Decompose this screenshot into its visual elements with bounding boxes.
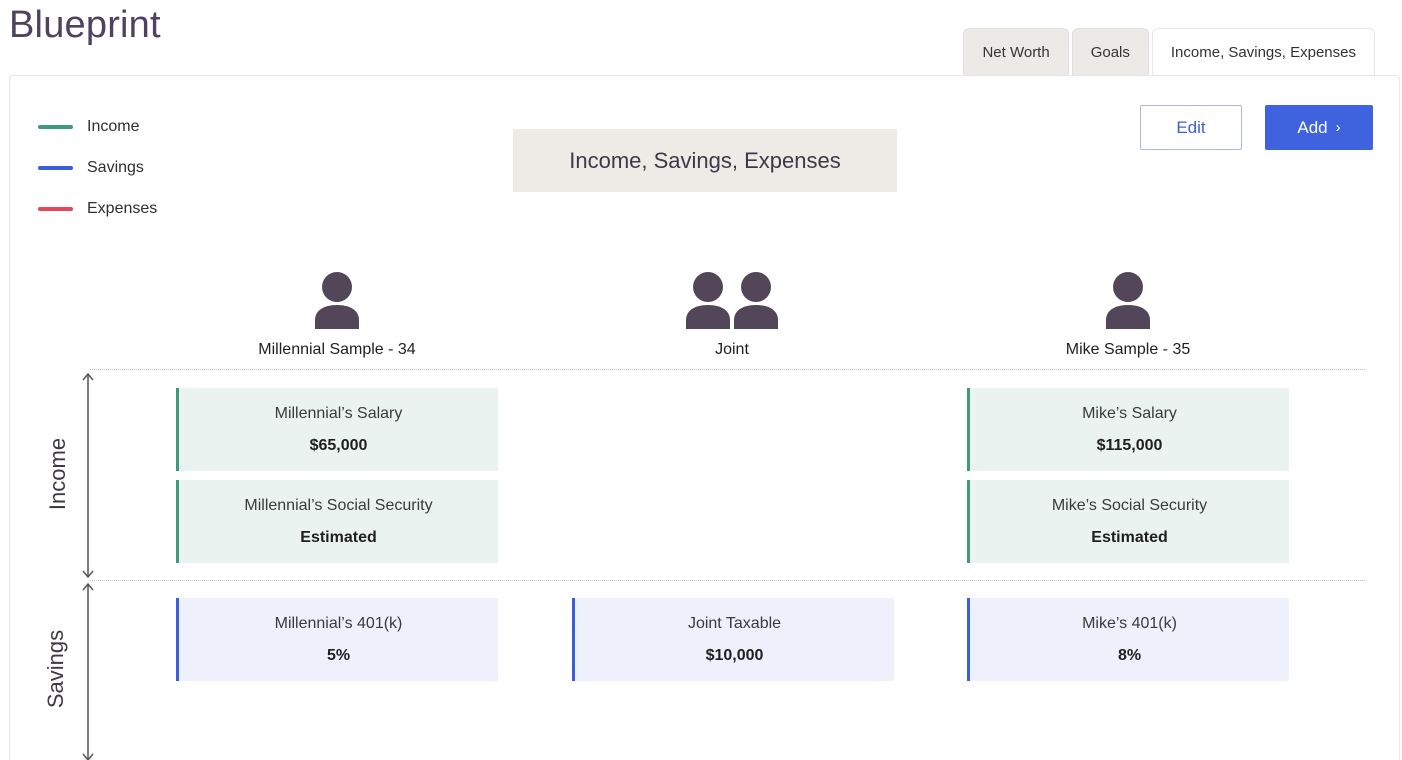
person-label-millennial: Millennial Sample - 34 bbox=[258, 341, 416, 358]
divider-top bbox=[90, 369, 1365, 370]
divider-middle bbox=[90, 580, 1365, 581]
axis-label-savings: Savings bbox=[43, 629, 68, 709]
person-label-joint: Joint bbox=[715, 341, 749, 358]
edit-button[interactable]: Edit bbox=[1140, 105, 1242, 150]
person-icon bbox=[1106, 272, 1150, 329]
tab-income-savings-expenses[interactable]: Income, Savings, Expenses bbox=[1151, 28, 1375, 76]
legend-swatch-savings bbox=[38, 165, 73, 170]
person-label-mike: Mike Sample - 35 bbox=[1065, 341, 1191, 358]
card-title: Joint Taxable bbox=[687, 614, 782, 632]
card-value: Estimated bbox=[1091, 528, 1168, 546]
tab-bar: Net Worth Goals Income, Savings, Expense… bbox=[963, 28, 1375, 76]
card-value: $10,000 bbox=[705, 646, 764, 664]
legend-swatch-expenses bbox=[38, 206, 73, 211]
income-card-mike-salary[interactable]: Mike’s Salary $115,000 bbox=[967, 388, 1289, 471]
card-title: Millennial’s Social Security bbox=[244, 496, 433, 514]
card-value: $115,000 bbox=[1096, 436, 1163, 454]
tab-goals[interactable]: Goals bbox=[1071, 28, 1149, 75]
add-button[interactable]: Add › bbox=[1265, 105, 1373, 150]
person-icon bbox=[315, 272, 359, 329]
savings-card-millennial-401k[interactable]: Millennial’s 401(k) 5% bbox=[176, 598, 498, 681]
card-value: 5% bbox=[326, 646, 351, 664]
card-title: Mike’s Salary bbox=[1082, 404, 1177, 422]
legend-label-expenses: Expenses bbox=[87, 199, 158, 217]
card-title: Millennial’s 401(k) bbox=[274, 614, 403, 632]
tab-net-worth[interactable]: Net Worth bbox=[963, 28, 1069, 75]
card-value: $65,000 bbox=[309, 436, 368, 454]
people-icon bbox=[686, 272, 778, 329]
card-title: Mike’s 401(k) bbox=[1082, 614, 1177, 632]
edit-button-label: Edit bbox=[1176, 117, 1206, 137]
section-title: Income, Savings, Expenses bbox=[513, 129, 897, 192]
card-value: Estimated bbox=[300, 528, 377, 546]
legend-swatch-income bbox=[38, 124, 73, 129]
legend-label-savings: Savings bbox=[87, 158, 144, 176]
income-card-millennial-salary[interactable]: Millennial’s Salary $65,000 bbox=[176, 388, 498, 471]
add-button-label: Add bbox=[1297, 117, 1328, 137]
card-title: Millennial’s Salary bbox=[274, 404, 403, 422]
savings-card-mike-401k[interactable]: Mike’s 401(k) 8% bbox=[967, 598, 1289, 681]
blueprint-panel: Income Savings Expenses Income, Savings,… bbox=[9, 75, 1400, 760]
axis-arrows-icon bbox=[82, 372, 94, 760]
person-column-joint: Joint bbox=[567, 271, 897, 359]
person-column-millennial: Millennial Sample - 34 bbox=[172, 271, 502, 359]
card-title: Mike’s Social Security bbox=[1051, 496, 1208, 514]
legend-label-income: Income bbox=[87, 117, 140, 135]
legend-item-income: Income bbox=[38, 106, 157, 147]
card-value: 8% bbox=[1117, 646, 1142, 664]
legend-item-savings: Savings bbox=[38, 147, 157, 188]
income-card-mike-social-security[interactable]: Mike’s Social Security Estimated bbox=[967, 480, 1289, 563]
legend-item-expenses: Expenses bbox=[38, 188, 157, 229]
person-column-mike: Mike Sample - 35 bbox=[963, 271, 1293, 359]
chevron-right-icon: › bbox=[1335, 119, 1341, 136]
legend: Income Savings Expenses bbox=[38, 106, 157, 229]
app-title: Blueprint bbox=[9, 4, 161, 46]
axis-label-income: Income bbox=[45, 437, 70, 511]
savings-card-joint-taxable[interactable]: Joint Taxable $10,000 bbox=[572, 598, 894, 681]
income-card-millennial-social-security[interactable]: Millennial’s Social Security Estimated bbox=[176, 480, 498, 563]
